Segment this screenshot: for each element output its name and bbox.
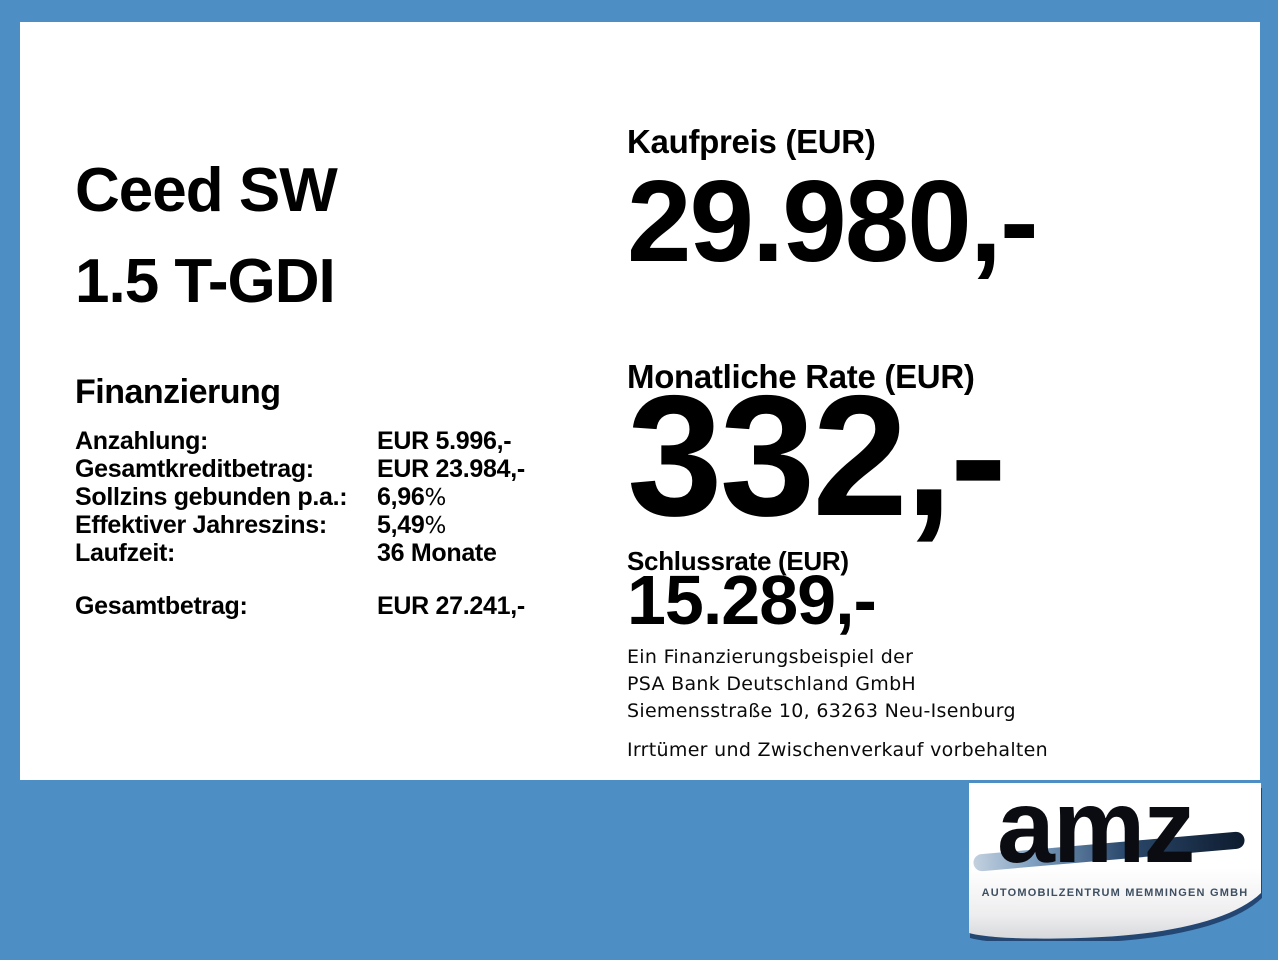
logo-subtitle: AUTOMOBILZENTRUM MEMMINGEN GMBH	[981, 887, 1249, 899]
percent-suffix: %	[424, 513, 447, 539]
finance-row-value: 6,96%	[377, 483, 447, 512]
dealer-logo: amz AUTOMOBILZENTRUM MEMMINGEN GMBH	[967, 775, 1263, 941]
finance-row-label: Anzahlung:	[75, 427, 209, 455]
purchase-price-heading: Kaufpreis (EUR)	[627, 123, 876, 160]
total-amount-value: EUR 27.241,-	[377, 592, 525, 620]
disclaimer-line: Siemensstraße 10, 63263 Neu-Isenburg	[627, 700, 1016, 722]
finance-row-value: 36 Monate	[377, 539, 497, 567]
total-amount-label: Gesamtbetrag:	[75, 592, 248, 620]
finance-row-value: 5,49%	[377, 511, 447, 540]
financing-heading: Finanzierung	[75, 373, 281, 411]
finance-row: Anzahlung: EUR 5.996,-	[75, 428, 675, 456]
finance-row: Laufzeit: 36 Monate	[75, 540, 675, 568]
disclaimer-note: Irrtümer und Zwischenverkauf vorbehalten	[627, 739, 1048, 761]
monthly-rate-heading: Monatliche Rate (EUR)	[627, 358, 975, 395]
final-rate-amount: 15.289,-	[627, 561, 877, 639]
final-rate-heading: Schlussrate (EUR)	[627, 546, 849, 576]
finance-row-value: EUR 23.984,-	[377, 455, 525, 483]
purchase-price-amount: 29.980,-	[627, 156, 1039, 286]
finance-row-label: Sollzins gebunden p.a.:	[75, 483, 348, 511]
total-amount-row: Gesamtbetrag: EUR 27.241,-	[75, 593, 675, 620]
finance-row: Sollzins gebunden p.a.: 6,96%	[75, 484, 675, 512]
finance-row: Gesamtkreditbetrag: EUR 23.984,-	[75, 456, 675, 484]
percent-suffix: %	[424, 485, 447, 511]
finance-row-label: Laufzeit:	[75, 539, 176, 567]
finance-row-label: Effektiver Jahreszins:	[75, 511, 327, 539]
logo-panel-shape	[969, 783, 1262, 941]
finance-row: Effektiver Jahreszins: 5,49%	[75, 512, 675, 540]
disclaimer-line: Ein Finanzierungsbeispiel der	[627, 646, 914, 668]
disclaimer: Ein Finanzierungsbeispiel der PSA Bank D…	[627, 644, 1048, 764]
financing-table: Anzahlung: EUR 5.996,- Gesamtkreditbetra…	[75, 428, 675, 568]
finance-row-label: Gesamtkreditbetrag:	[75, 455, 314, 483]
logo-wordmark: amz	[997, 769, 1195, 885]
finance-row-value: EUR 5.996,-	[377, 427, 512, 455]
vehicle-model-line1: Ceed SW	[75, 156, 338, 225]
monthly-rate-amount: 332,-	[627, 360, 1007, 552]
offer-panel: Ceed SW 1.5 T-GDI Finanzierung Anzahlung…	[20, 22, 1260, 780]
disclaimer-line: PSA Bank Deutschland GmbH	[627, 673, 917, 695]
vehicle-model-title: Ceed SW 1.5 T-GDI	[75, 145, 338, 327]
vehicle-model-line2: 1.5 T-GDI	[75, 247, 336, 316]
